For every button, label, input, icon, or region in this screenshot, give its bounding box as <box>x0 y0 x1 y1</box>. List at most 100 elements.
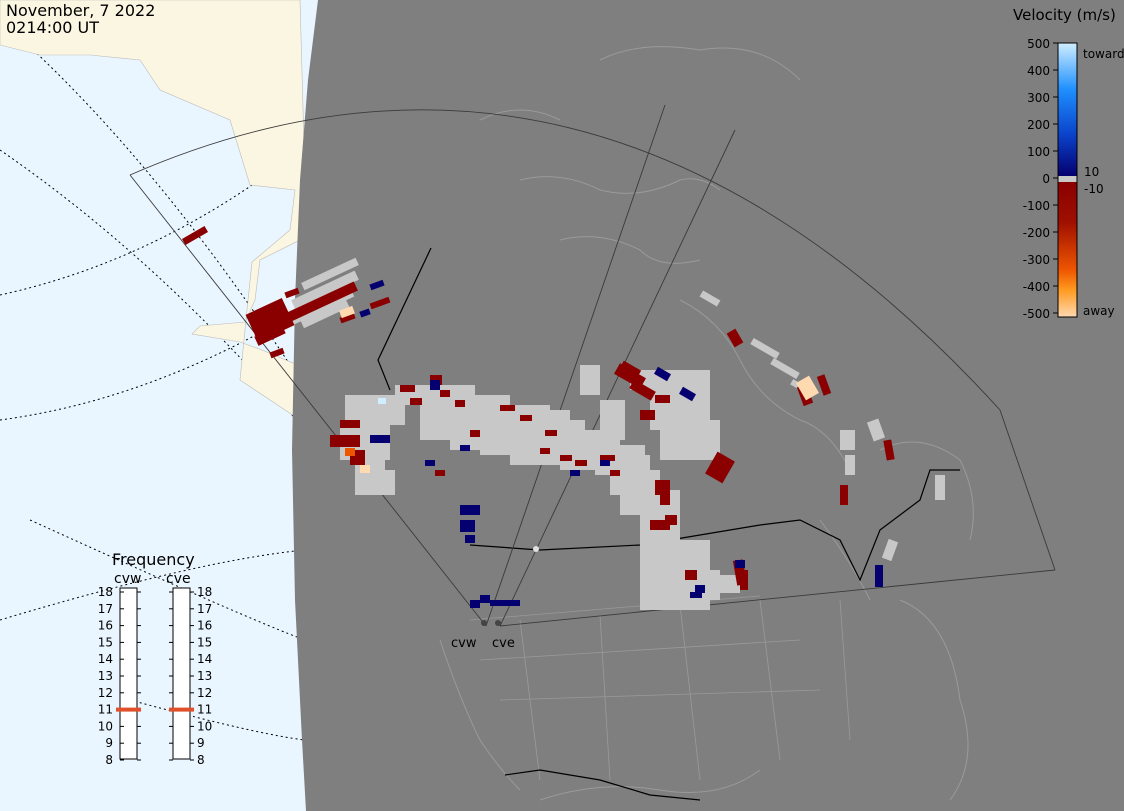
legend-tick-label: 400 <box>1027 64 1050 78</box>
scatter-cell <box>600 455 615 461</box>
legend-tick-label: 500 <box>1027 37 1050 51</box>
frequency-bar-cvw <box>119 587 138 760</box>
legend-tick-label: -500 <box>1023 307 1050 321</box>
legend-away-label: away <box>1083 304 1115 318</box>
scatter-cell <box>181 225 209 246</box>
scatter-cell <box>875 565 883 587</box>
scatter-cell <box>700 440 720 460</box>
scatter-cell <box>685 570 697 580</box>
scatter-cell <box>301 257 359 291</box>
fields-of-view <box>129 104 1056 627</box>
frequency-tick-label: 12 <box>98 686 113 700</box>
scatter-cell <box>339 312 356 324</box>
legend-toward-bar <box>1058 43 1077 176</box>
scatter-cell <box>470 600 480 608</box>
scatter-cell <box>360 465 370 473</box>
legend-title: Velocity (m/s) <box>1013 6 1116 24</box>
scatter-cell <box>750 337 780 360</box>
scatter-cell <box>330 435 360 447</box>
frequency-tick-label: 13 <box>197 669 212 683</box>
scatter-cell <box>520 415 532 421</box>
legend-away-bar <box>1058 182 1077 317</box>
scatter-cell <box>380 470 395 495</box>
velocity-legend: Velocity (m/s) 500 400 300 200 100 0 -100 -200 -… <box>1013 6 1124 321</box>
scatter-cell <box>883 439 895 461</box>
scatter-cell <box>369 296 391 310</box>
scatter-cell <box>655 395 670 403</box>
scatter-cell <box>300 299 350 329</box>
scatter-cell <box>660 495 670 505</box>
scatter-cell <box>600 400 625 440</box>
radar-stations: cvw cve <box>451 546 539 651</box>
scatter-cell <box>545 430 557 436</box>
scatter-cell <box>470 430 480 437</box>
scatter-cell <box>640 410 655 420</box>
frequency-title: Frequency <box>112 550 195 569</box>
scatter-cell <box>575 460 587 466</box>
frequency-tick-label: 16 <box>98 619 113 633</box>
frequency-tick-label: 18 <box>197 585 212 599</box>
scatter-cell <box>630 370 710 390</box>
scatter-cell <box>665 515 677 525</box>
legend-tick-label: -200 <box>1023 226 1050 240</box>
frequency-tick-label: 16 <box>197 619 212 633</box>
scatter-cell <box>339 305 355 319</box>
velocity-scatter <box>181 225 945 610</box>
international-borders <box>377 247 960 801</box>
scatter-cell <box>480 595 490 603</box>
station-cvw-label: cvw <box>451 636 477 651</box>
scatter-cell <box>690 592 702 598</box>
scatter-cell <box>460 445 470 451</box>
frequency-tick-label: 8 <box>105 753 113 767</box>
frequency-marker-cve <box>169 707 194 712</box>
scatter-cell <box>770 357 800 380</box>
legend-toward-label: toward <box>1083 47 1124 61</box>
frequency-tick-label: 18 <box>98 585 113 599</box>
scatter-cell <box>796 375 819 401</box>
scatter-cell <box>640 550 710 610</box>
scatter-cell <box>455 400 465 407</box>
frequency-tick-label: 15 <box>98 635 113 649</box>
reference-point-marker <box>533 546 539 552</box>
scatter-cell <box>845 455 855 475</box>
coastlines <box>439 46 974 801</box>
frequency-radar-cve-label: cve <box>166 571 191 587</box>
scatter-cell <box>340 420 360 428</box>
scatter-cell <box>500 405 515 411</box>
scatter-cell <box>720 575 740 593</box>
frequency-tick-label: 8 <box>197 753 205 767</box>
frequency-tick-label: 17 <box>197 602 212 616</box>
scatter-cell <box>650 520 670 530</box>
legend-gs-lower: -10 <box>1084 182 1104 196</box>
date-label: November, 7 2022 <box>6 1 155 20</box>
scatter-cell <box>370 435 390 443</box>
legend-tick-label: 200 <box>1027 118 1050 132</box>
scatter-cell <box>254 324 286 346</box>
scatter-cell <box>735 560 745 568</box>
scatter-cell <box>610 470 620 476</box>
scatter-cell <box>695 585 705 593</box>
scatter-cell <box>465 535 475 543</box>
scatter-cell <box>334 288 348 298</box>
scatter-cell <box>881 538 899 562</box>
frequency-bar-cve <box>172 587 191 760</box>
legend-tick-label: 0 <box>1042 172 1050 186</box>
scatter-cell <box>430 380 440 390</box>
scatter-cell <box>369 279 385 291</box>
scatter-cell <box>816 374 832 396</box>
scatter-cell <box>269 347 285 359</box>
scatter-cell <box>726 328 744 348</box>
frequency-tick-label: 9 <box>105 736 113 750</box>
legend-frame <box>1057 42 1078 318</box>
boundaries <box>469 595 851 781</box>
station-cvw-marker <box>481 620 487 626</box>
scatter-cell <box>654 366 671 382</box>
scatter-cell <box>490 600 505 606</box>
frequency-radar-cvw-label: cvw <box>114 571 141 587</box>
scatter-cell <box>460 520 475 532</box>
scatter-cell <box>505 600 520 606</box>
frequency-tick-label: 9 <box>197 736 205 750</box>
scatter-cell <box>655 480 670 495</box>
